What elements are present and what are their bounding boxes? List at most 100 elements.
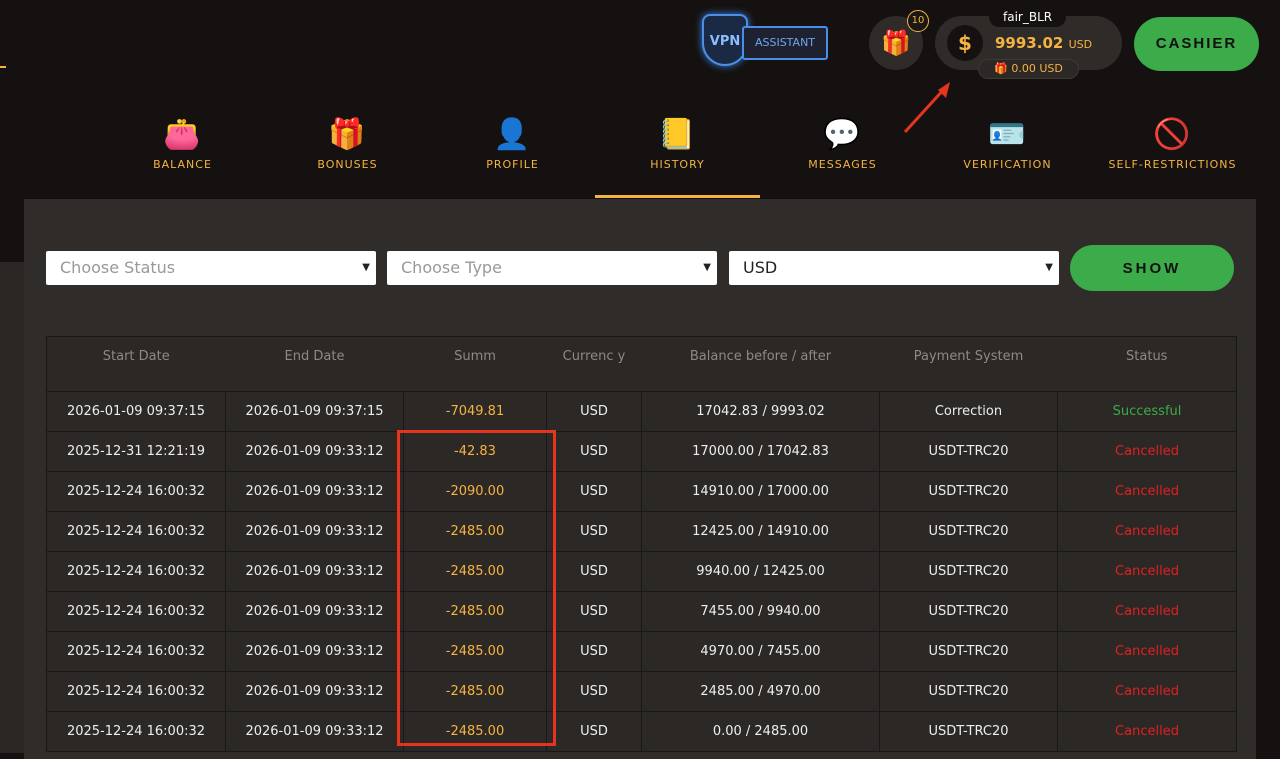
status-select[interactable]: Choose Status ▼ — [46, 251, 376, 285]
wallet-icon: 👛 — [163, 117, 202, 152]
restriction-icon: 🚫 — [1153, 117, 1192, 152]
bonus-gift-button[interactable]: 🎁 10 — [869, 10, 929, 70]
tab-bonuses[interactable]: 🎁 BONUSES — [265, 108, 430, 198]
table-row: 2025-12-24 16:00:32 2026-01-09 09:33:12 -2… — [46, 551, 1237, 592]
account-tabs: 👛 BALANCE 🎁 BONUSES 👤 PROFILE 📒 HISTORY 💬 MESSAGE… — [100, 108, 1255, 198]
type-select[interactable]: Choose Type ▼ — [387, 251, 717, 285]
table-cell: 2025-12-24 16:00:32 — [46, 591, 226, 632]
gift-box-icon: 🎁 — [881, 29, 911, 57]
table-cell: USD — [546, 431, 642, 472]
table-row: 2025-12-24 16:00:32 2026-01-09 09:33:12 -2… — [46, 591, 1237, 632]
table-cell: Cancelled — [1057, 671, 1237, 712]
table-cell: 2025-12-24 16:00:32 — [46, 471, 226, 512]
cashier-button[interactable]: CASHIER — [1134, 17, 1259, 71]
column-header: Currenc y — [546, 336, 642, 392]
tab-label: MESSAGES — [808, 158, 877, 171]
table-cell: USDT-TRC20 — [879, 511, 1058, 552]
table-cell: 2026-01-09 09:37:15 — [46, 391, 226, 432]
table-row: 2026-01-09 09:37:15 2026-01-09 09:37:15 -7… — [46, 391, 1237, 432]
table-cell: 2026-01-09 09:33:12 — [225, 471, 404, 512]
table-cell: -2485.00 — [403, 631, 547, 672]
table-cell: 2025-12-24 16:00:32 — [46, 631, 226, 672]
table-cell: USD — [546, 551, 642, 592]
tab-history[interactable]: 📒 HISTORY — [595, 108, 760, 198]
table-cell: Correction — [879, 391, 1058, 432]
table-cell: USDT-TRC20 — [879, 431, 1058, 472]
table-cell: Cancelled — [1057, 471, 1237, 512]
bonus-balance-value: 0.00 USD — [1011, 62, 1063, 75]
table-cell: Cancelled — [1057, 431, 1237, 472]
table-cell: USDT-TRC20 — [879, 471, 1058, 512]
table-cell: Cancelled — [1057, 551, 1237, 592]
table-cell: Cancelled — [1057, 631, 1237, 672]
caret-down-icon: ▼ — [703, 262, 711, 273]
balance-currency: USD — [1068, 38, 1093, 51]
table-cell: 17000.00 / 17042.83 — [641, 431, 880, 472]
gift-count-badge: 10 — [907, 10, 929, 32]
tab-self-restrictions[interactable]: 🚫 SELF-RESTRICTIONS — [1090, 108, 1255, 198]
vpn-shield-icon: VPN — [702, 14, 748, 66]
show-button[interactable]: SHOW — [1070, 245, 1234, 291]
history-table: Start Date End Date Summ Currenc y Balance b… — [46, 336, 1237, 752]
table-cell: USD — [546, 391, 642, 432]
table-cell: 2026-01-09 09:33:12 — [225, 711, 404, 752]
currency-select[interactable]: USD ▼ — [729, 251, 1059, 285]
currency-value: USD — [743, 258, 778, 277]
left-panel — [0, 262, 24, 753]
table-cell: 0.00 / 2485.00 — [641, 711, 880, 752]
table-cell: USD — [546, 471, 642, 512]
annotation-highlight-box — [397, 430, 556, 746]
column-header: Summ — [403, 336, 547, 392]
table-cell: USD — [546, 671, 642, 712]
table-cell: USDT-TRC20 — [879, 711, 1058, 752]
table-cell: 2025-12-24 16:00:32 — [46, 511, 226, 552]
table-row: 2025-12-24 16:00:32 2026-01-09 09:33:12 -2… — [46, 711, 1237, 752]
username: fair_BLR — [989, 7, 1067, 27]
table-cell: 2025-12-24 16:00:32 — [46, 551, 226, 592]
balance-widget[interactable]: $ 9993.02 USD — [935, 16, 1122, 70]
table-cell: 2026-01-09 09:33:12 — [225, 591, 404, 632]
table-cell: Cancelled — [1057, 711, 1237, 752]
bonus-balance: 🎁 0.00 USD — [978, 59, 1079, 79]
table-cell: USD — [546, 591, 642, 632]
assistant-label: ASSISTANT — [742, 26, 828, 60]
type-placeholder: Choose Type — [401, 258, 502, 277]
table-cell: Cancelled — [1057, 591, 1237, 632]
tab-balance[interactable]: 👛 BALANCE — [100, 108, 265, 198]
table-cell: USDT-TRC20 — [879, 591, 1058, 632]
column-header: Start Date — [46, 336, 226, 392]
table-row: 2025-12-24 16:00:32 2026-01-09 09:33:12 -2… — [46, 631, 1237, 672]
dollar-icon: $ — [947, 25, 983, 61]
table-cell: -2485.00 — [403, 511, 547, 552]
vpn-assistant-button[interactable]: VPN ASSISTANT — [700, 14, 830, 66]
table-cell: 2025-12-31 12:21:19 — [46, 431, 226, 472]
table-cell: USD — [546, 511, 642, 552]
table-row: 2025-12-31 12:21:19 2026-01-09 09:33:12 -4… — [46, 431, 1237, 472]
table-cell: 4970.00 / 7455.00 — [641, 631, 880, 672]
table-cell: 2025-12-24 16:00:32 — [46, 711, 226, 752]
table-cell: 12425.00 / 14910.00 — [641, 511, 880, 552]
table-cell: USD — [546, 711, 642, 752]
table-cell: Successful — [1057, 391, 1237, 432]
tab-label: BALANCE — [153, 158, 212, 171]
table-row: 2025-12-24 16:00:32 2026-01-09 09:33:12 -2… — [46, 671, 1237, 712]
table-cell: 2026-01-09 09:33:12 — [225, 671, 404, 712]
table-cell: -7049.81 — [403, 391, 547, 432]
gift-box-icon: 🎁 — [328, 117, 367, 152]
tab-label: SELF-RESTRICTIONS — [1108, 158, 1237, 171]
table-cell: 17042.83 / 9993.02 — [641, 391, 880, 432]
chat-icon: 💬 — [823, 117, 862, 152]
column-header: Balance before / after — [641, 336, 880, 392]
caret-down-icon: ▼ — [362, 262, 370, 273]
table-cell: 2026-01-09 09:33:12 — [225, 511, 404, 552]
column-header: Payment System — [879, 336, 1058, 392]
caret-down-icon: ▼ — [1045, 262, 1053, 273]
tab-profile[interactable]: 👤 PROFILE — [430, 108, 595, 198]
tab-messages[interactable]: 💬 MESSAGES — [760, 108, 925, 198]
tab-verification[interactable]: 🪪 VERIFICATION — [925, 108, 1090, 198]
table-cell: -2485.00 — [403, 671, 547, 712]
table-cell: Cancelled — [1057, 511, 1237, 552]
table-cell: 2485.00 / 4970.00 — [641, 671, 880, 712]
logo[interactable] — [0, 48, 6, 68]
table-cell: 2026-01-09 09:33:12 — [225, 431, 404, 472]
